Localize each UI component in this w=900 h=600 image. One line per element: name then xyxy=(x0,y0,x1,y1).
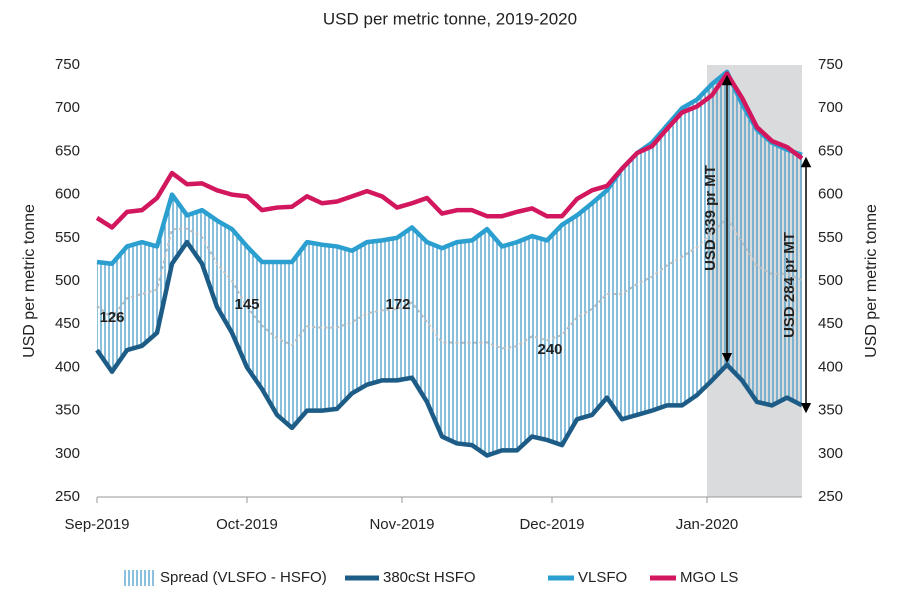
annotation: 126 xyxy=(99,309,124,326)
y-tick-label: 450 xyxy=(55,315,80,332)
chart-title: USD per metric tonne, 2019-2020 xyxy=(323,9,577,28)
annotation: 240 xyxy=(537,341,562,358)
x-tick-label: Nov-2019 xyxy=(369,516,434,533)
y2-tick-label: 700 xyxy=(818,99,843,116)
y-axis-label: USD per metric tonne xyxy=(21,204,38,358)
legend-label: 380cSt HSFO xyxy=(383,569,476,586)
y2-tick-label: 650 xyxy=(818,142,843,159)
line-series xyxy=(95,239,804,458)
y2-tick-label: 600 xyxy=(818,186,843,203)
y-tick-label: 300 xyxy=(55,445,80,462)
annotation: 145 xyxy=(234,296,259,313)
legend-label: VLSFO xyxy=(578,569,627,586)
x-tick-label: Dec-2019 xyxy=(519,516,584,533)
y-tick-label: 750 xyxy=(55,56,80,73)
annotation: 172 xyxy=(385,296,410,313)
y2-tick-label: 350 xyxy=(818,402,843,419)
y2-tick-label: 300 xyxy=(818,445,843,462)
annotation: USD 284 pr MT xyxy=(781,232,798,338)
line-series xyxy=(95,71,804,230)
y2-tick-label: 250 xyxy=(818,488,843,505)
y-tick-label: 650 xyxy=(55,142,80,159)
y2-tick-label: 400 xyxy=(818,358,843,375)
x-tick-label: Oct-2019 xyxy=(216,516,278,533)
legend-label: MGO LS xyxy=(680,569,738,586)
y-tick-label: 500 xyxy=(55,272,80,289)
y2-tick-label: 500 xyxy=(818,272,843,289)
legend-label: Spread (VLSFO - HSFO) xyxy=(160,569,327,586)
legend-swatch xyxy=(122,570,156,586)
y2-tick-label: 550 xyxy=(818,229,843,246)
y2-tick-label: 750 xyxy=(818,56,843,73)
annotation: USD 339 pr MT xyxy=(702,165,719,271)
x-tick-label: Sep-2019 xyxy=(64,516,129,533)
y-tick-label: 550 xyxy=(55,229,80,246)
x-tick-label: Jan-2020 xyxy=(676,516,739,533)
y-tick-label: 700 xyxy=(55,99,80,116)
y2-axis-label: USD per metric tonne xyxy=(863,204,880,358)
y2-tick-label: 450 xyxy=(818,315,843,332)
line-series xyxy=(96,69,803,266)
spread-midline xyxy=(96,216,803,350)
y-tick-label: 350 xyxy=(55,402,80,419)
y-tick-label: 250 xyxy=(55,488,80,505)
y-tick-label: 600 xyxy=(55,186,80,203)
y-tick-label: 400 xyxy=(55,358,80,375)
